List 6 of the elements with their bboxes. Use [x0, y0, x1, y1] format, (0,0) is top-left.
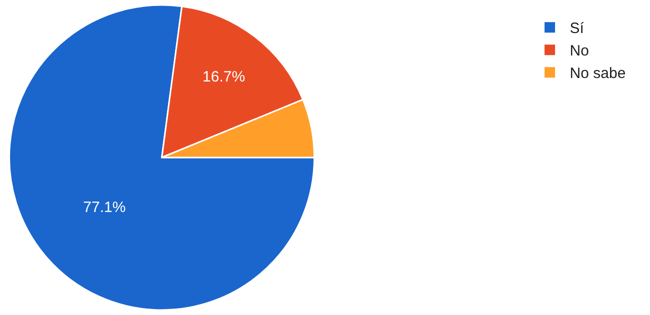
legend-label: No — [570, 42, 589, 60]
legend-label: Sí — [570, 20, 585, 38]
legend-label: No sabe — [570, 65, 626, 82]
data-label: 16.7% — [202, 68, 246, 86]
data-label: 77.1% — [83, 199, 126, 216]
pie-slice — [8, 4, 316, 311]
